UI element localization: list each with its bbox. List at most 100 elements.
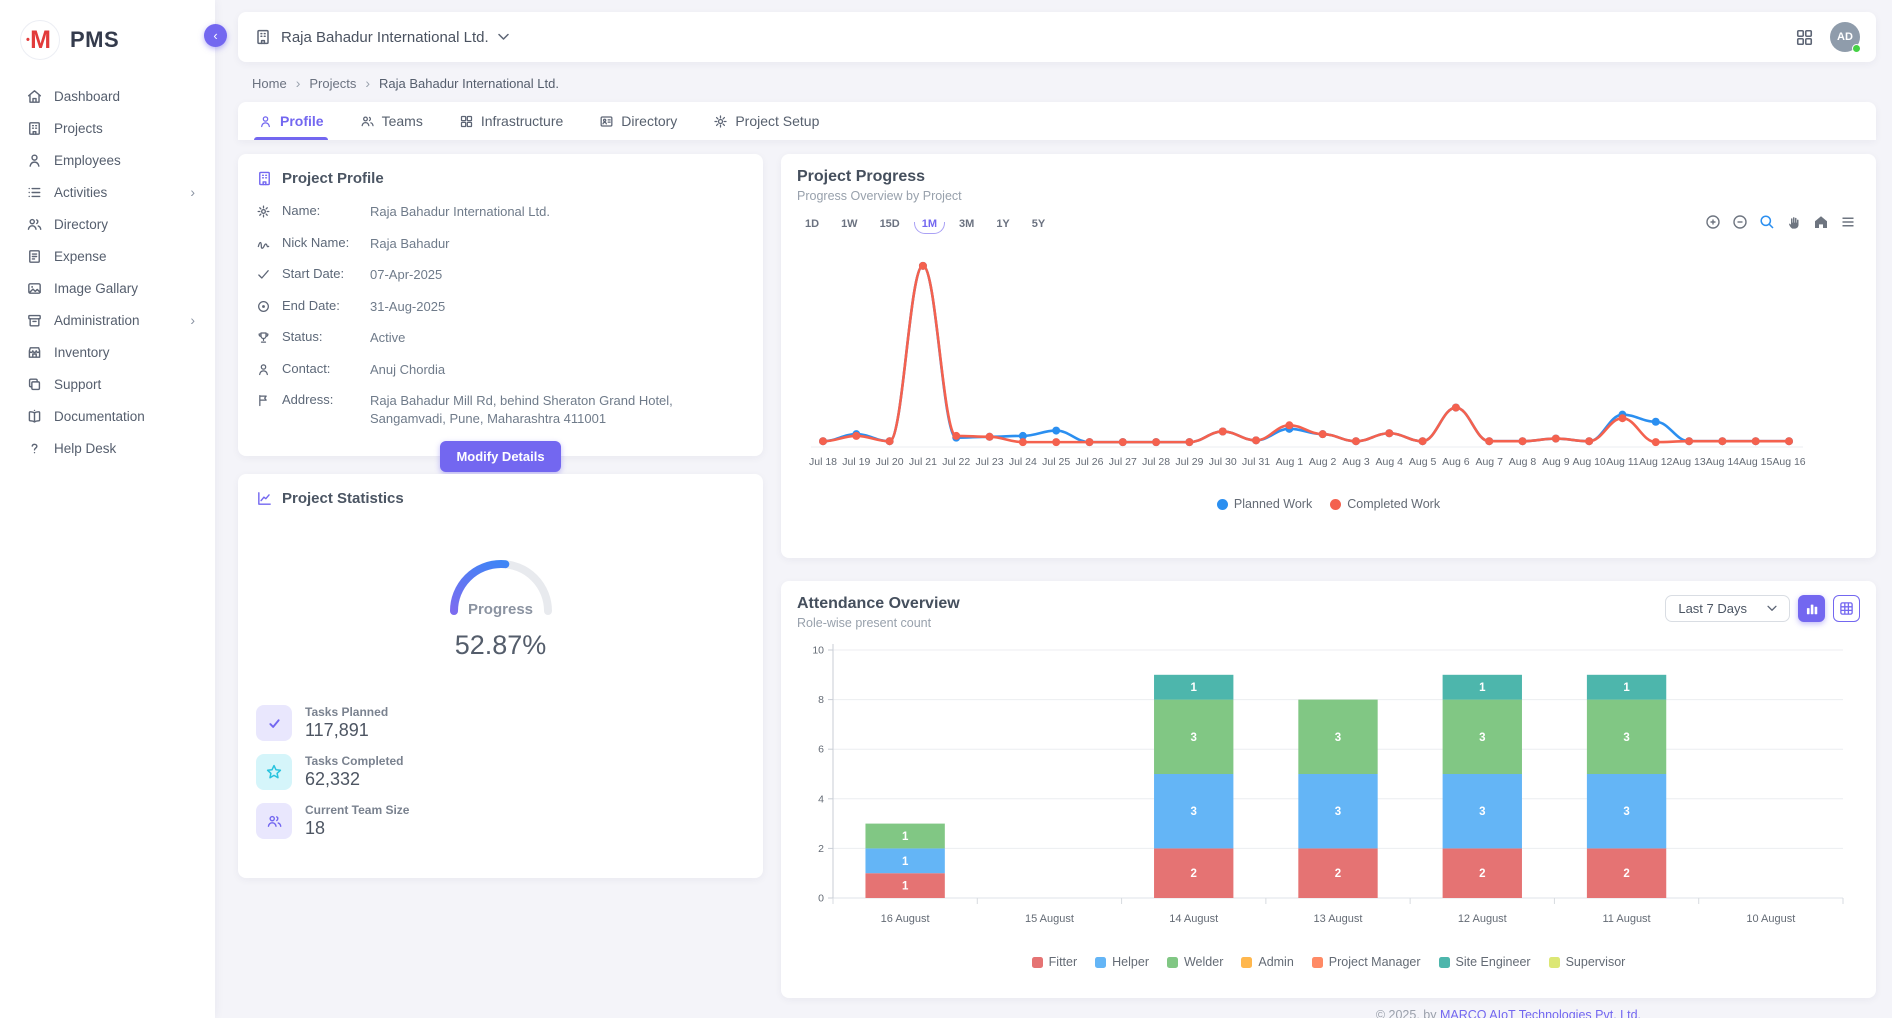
breadcrumb-projects[interactable]: Projects [309, 76, 356, 91]
legend-label: Supervisor [1566, 955, 1626, 969]
range-1d[interactable]: 1D [797, 215, 827, 233]
progress-gauge: Progress [426, 527, 576, 622]
svg-text:3: 3 [1623, 806, 1629, 818]
sidebar-item-projects[interactable]: Projects [0, 112, 215, 144]
star-icon [265, 763, 283, 781]
legend-item[interactable]: Project Manager [1312, 955, 1421, 969]
legend-label: Admin [1258, 955, 1293, 969]
svg-text:13 August: 13 August [1314, 913, 1363, 925]
legend-item[interactable]: Supervisor [1549, 955, 1626, 969]
legend-label: Helper [1112, 955, 1149, 969]
svg-text:Jul 27: Jul 27 [1109, 456, 1137, 468]
footer: © 2025, by MARCO AIoT Technologies Pvt. … [238, 998, 1876, 1018]
legend-item[interactable]: Site Engineer [1439, 955, 1531, 969]
main-area: Raja Bahadur International Ltd. AD Home … [215, 0, 1892, 1018]
building-icon [26, 120, 43, 137]
list-icon [26, 184, 43, 201]
signature-icon [256, 236, 271, 251]
svg-text:1: 1 [1191, 682, 1198, 694]
range-5y[interactable]: 5Y [1024, 215, 1053, 233]
tab-teams[interactable]: Teams [356, 102, 427, 140]
breadcrumb-home[interactable]: Home [252, 76, 287, 91]
menu-icon[interactable] [1840, 214, 1856, 230]
tab-profile[interactable]: Profile [254, 102, 328, 140]
svg-text:3: 3 [1335, 732, 1341, 744]
range-1y[interactable]: 1Y [988, 215, 1017, 233]
range-15d[interactable]: 15D [872, 215, 908, 233]
sidebar-item-administration[interactable]: Administration › [0, 304, 215, 336]
avatar[interactable]: AD [1830, 22, 1860, 52]
sidebar-item-expense[interactable]: Expense [0, 240, 215, 272]
grid-icon [459, 114, 474, 129]
sidebar-item-activities[interactable]: Activities › [0, 176, 215, 208]
sidebar-item-employees[interactable]: Employees [0, 144, 215, 176]
image-icon [26, 280, 43, 297]
sidebar-collapse-button[interactable]: ‹ [204, 24, 227, 47]
tab-infrastructure[interactable]: Infrastructure [455, 102, 567, 140]
svg-text:Jul 20: Jul 20 [876, 456, 904, 468]
grid-apps-icon[interactable] [1795, 28, 1814, 47]
svg-text:Aug 3: Aug 3 [1342, 456, 1370, 468]
legend-item[interactable]: Welder [1167, 955, 1223, 969]
svg-text:4: 4 [818, 793, 824, 805]
last-7-days-select[interactable]: Last 7 Days [1665, 595, 1790, 622]
sidebar: M PMS Dashboard Projects Employees Activ… [0, 0, 215, 1018]
table-view-button[interactable] [1833, 595, 1860, 622]
chart-line-icon [256, 490, 273, 507]
field-label: Name: [282, 203, 370, 218]
stat-tasks-completed: Tasks Completed 62,332 [256, 754, 745, 790]
book-icon [26, 408, 43, 425]
sidebar-item-documentation[interactable]: Documentation [0, 400, 215, 432]
app-logo[interactable]: M PMS [0, 14, 215, 80]
profile-row-address: Address: Raja Bahadur Mill Rd, behind Sh… [256, 392, 745, 427]
svg-text:Aug 4: Aug 4 [1376, 456, 1404, 468]
card-subtitle: Progress Overview by Project [797, 189, 1860, 203]
field-value: Active [370, 329, 405, 347]
receipt-icon [26, 248, 43, 265]
selection-zoom-icon[interactable] [1759, 214, 1775, 230]
logo-mark-icon: M [20, 20, 60, 60]
tab-label: Profile [280, 113, 324, 129]
range-1m[interactable]: 1M [914, 215, 945, 233]
svg-text:Aug 11: Aug 11 [1606, 456, 1639, 468]
range-1w[interactable]: 1W [833, 215, 866, 233]
field-value: 31-Aug-2025 [370, 298, 445, 316]
legend-item[interactable]: Planned Work [1217, 497, 1312, 511]
range-3m[interactable]: 3M [951, 215, 982, 233]
company-selector[interactable]: Raja Bahadur International Ltd. [254, 28, 509, 46]
stat-tasks-planned: Tasks Planned 117,891 [256, 705, 745, 741]
sidebar-item-support[interactable]: Support [0, 368, 215, 400]
legend-marker [1439, 957, 1450, 968]
legend-item[interactable]: Completed Work [1330, 497, 1440, 511]
svg-text:Jul 29: Jul 29 [1175, 456, 1203, 468]
zoom-in-icon[interactable] [1705, 214, 1721, 230]
legend-item[interactable]: Helper [1095, 955, 1149, 969]
sidebar-item-inventory[interactable]: Inventory [0, 336, 215, 368]
archive-icon [26, 312, 43, 329]
sidebar-item-label: Help Desk [54, 441, 201, 456]
footer-company-link[interactable]: MARCO AIoT Technologies Pvt. Ltd. [1440, 1008, 1641, 1018]
legend-item[interactable]: Admin [1241, 955, 1293, 969]
stat-label: Current Team Size [305, 803, 409, 817]
modify-details-button[interactable]: Modify Details [440, 441, 560, 472]
svg-text:Aug 12: Aug 12 [1639, 456, 1672, 468]
svg-text:1: 1 [902, 856, 909, 868]
field-label: Start Date: [282, 266, 370, 281]
tab-project-setup[interactable]: Project Setup [709, 102, 823, 140]
reset-home-icon[interactable] [1813, 214, 1829, 230]
check-icon [256, 267, 271, 282]
tab-directory[interactable]: Directory [595, 102, 681, 140]
svg-text:Jul 28: Jul 28 [1142, 456, 1170, 468]
bar-view-button[interactable] [1798, 595, 1825, 622]
sidebar-item-dashboard[interactable]: Dashboard [0, 80, 215, 112]
sidebar-item-help-desk[interactable]: Help Desk [0, 432, 215, 464]
sidebar-item-directory[interactable]: Directory [0, 208, 215, 240]
zoom-out-icon[interactable] [1732, 214, 1748, 230]
sidebar-item-image-gallery[interactable]: Image Gallary [0, 272, 215, 304]
pan-icon[interactable] [1786, 214, 1802, 230]
field-value: Raja Bahadur International Ltd. [370, 203, 550, 221]
svg-text:Aug 5: Aug 5 [1409, 456, 1437, 468]
sidebar-nav: Dashboard Projects Employees Activities … [0, 80, 215, 464]
svg-text:Aug 8: Aug 8 [1509, 456, 1537, 468]
legend-item[interactable]: Fitter [1032, 955, 1077, 969]
